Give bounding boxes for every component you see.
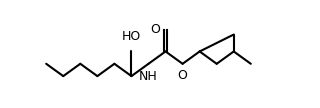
Text: HO: HO	[122, 30, 141, 43]
Text: O: O	[178, 69, 188, 82]
Text: O: O	[150, 23, 160, 36]
Text: NH: NH	[139, 70, 158, 83]
